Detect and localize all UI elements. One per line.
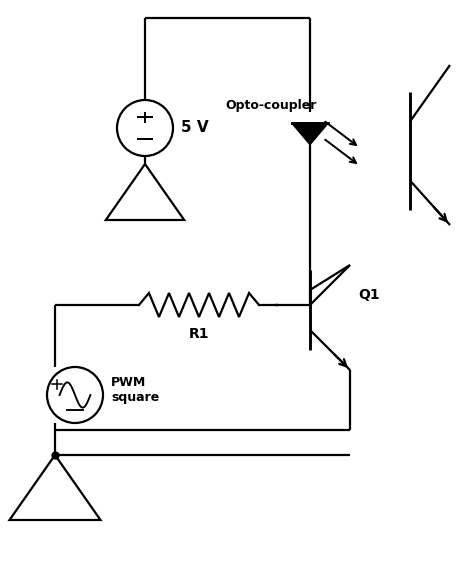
Polygon shape <box>292 123 328 144</box>
Text: Q1: Q1 <box>358 288 380 302</box>
Text: 5 V: 5 V <box>181 120 209 136</box>
Text: Opto-coupler: Opto-coupler <box>225 99 316 112</box>
Text: R1: R1 <box>189 327 209 341</box>
Text: PWM
square: PWM square <box>111 376 159 404</box>
